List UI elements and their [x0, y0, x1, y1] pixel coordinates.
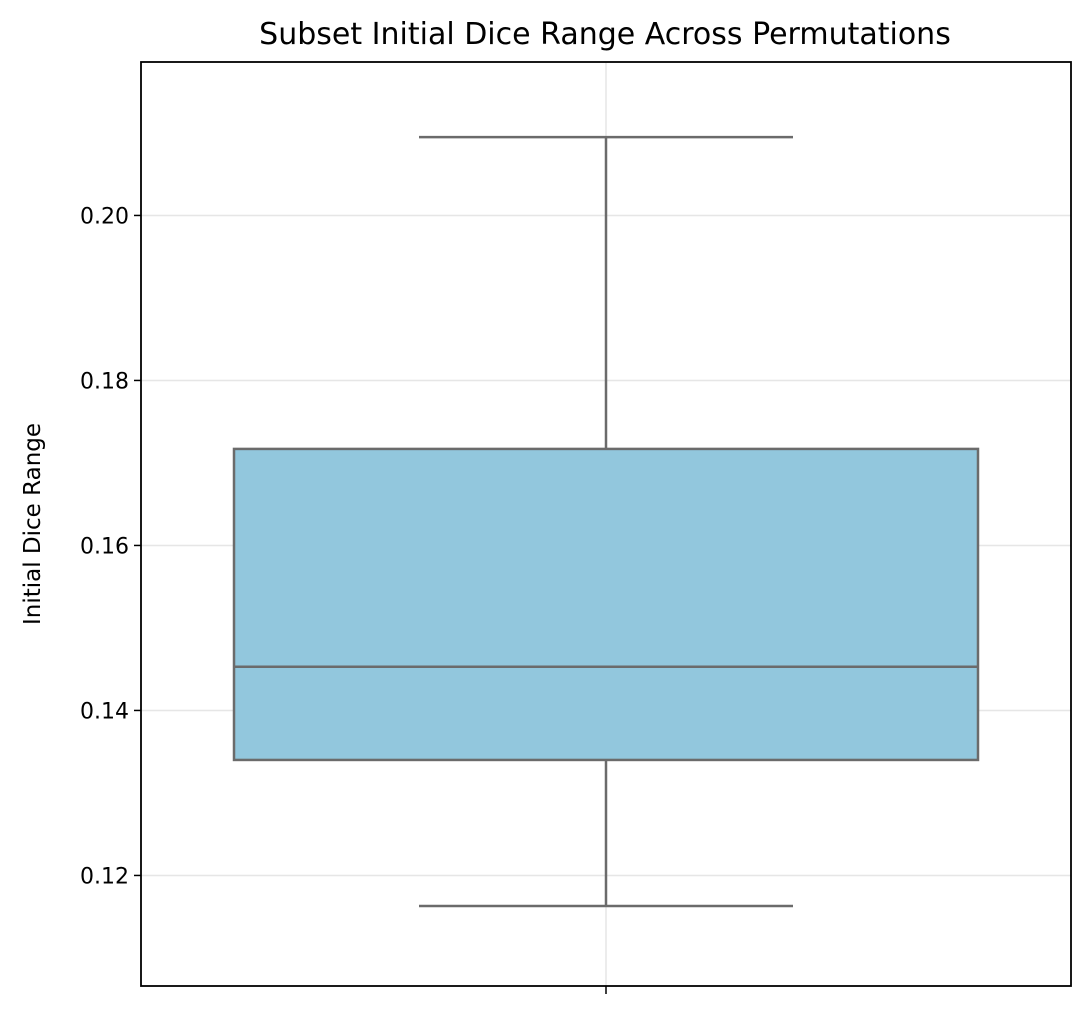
y-tick-label: 0.20 [80, 204, 129, 229]
interquartile-box [232, 447, 980, 762]
box-plot [232, 135, 980, 908]
y-tick-label: 0.18 [80, 369, 129, 394]
y-tick-label: 0.16 [80, 534, 129, 559]
y-tick-label: 0.14 [80, 699, 129, 724]
y-tick-label: 0.12 [80, 864, 129, 889]
chart-title: Subset Initial Dice Range Across Permuta… [259, 17, 951, 52]
axes: 0.12 0.14 0.16 0.18 0.20 [80, 61, 1072, 994]
y-axis-label: Initial Dice Range [20, 423, 46, 625]
